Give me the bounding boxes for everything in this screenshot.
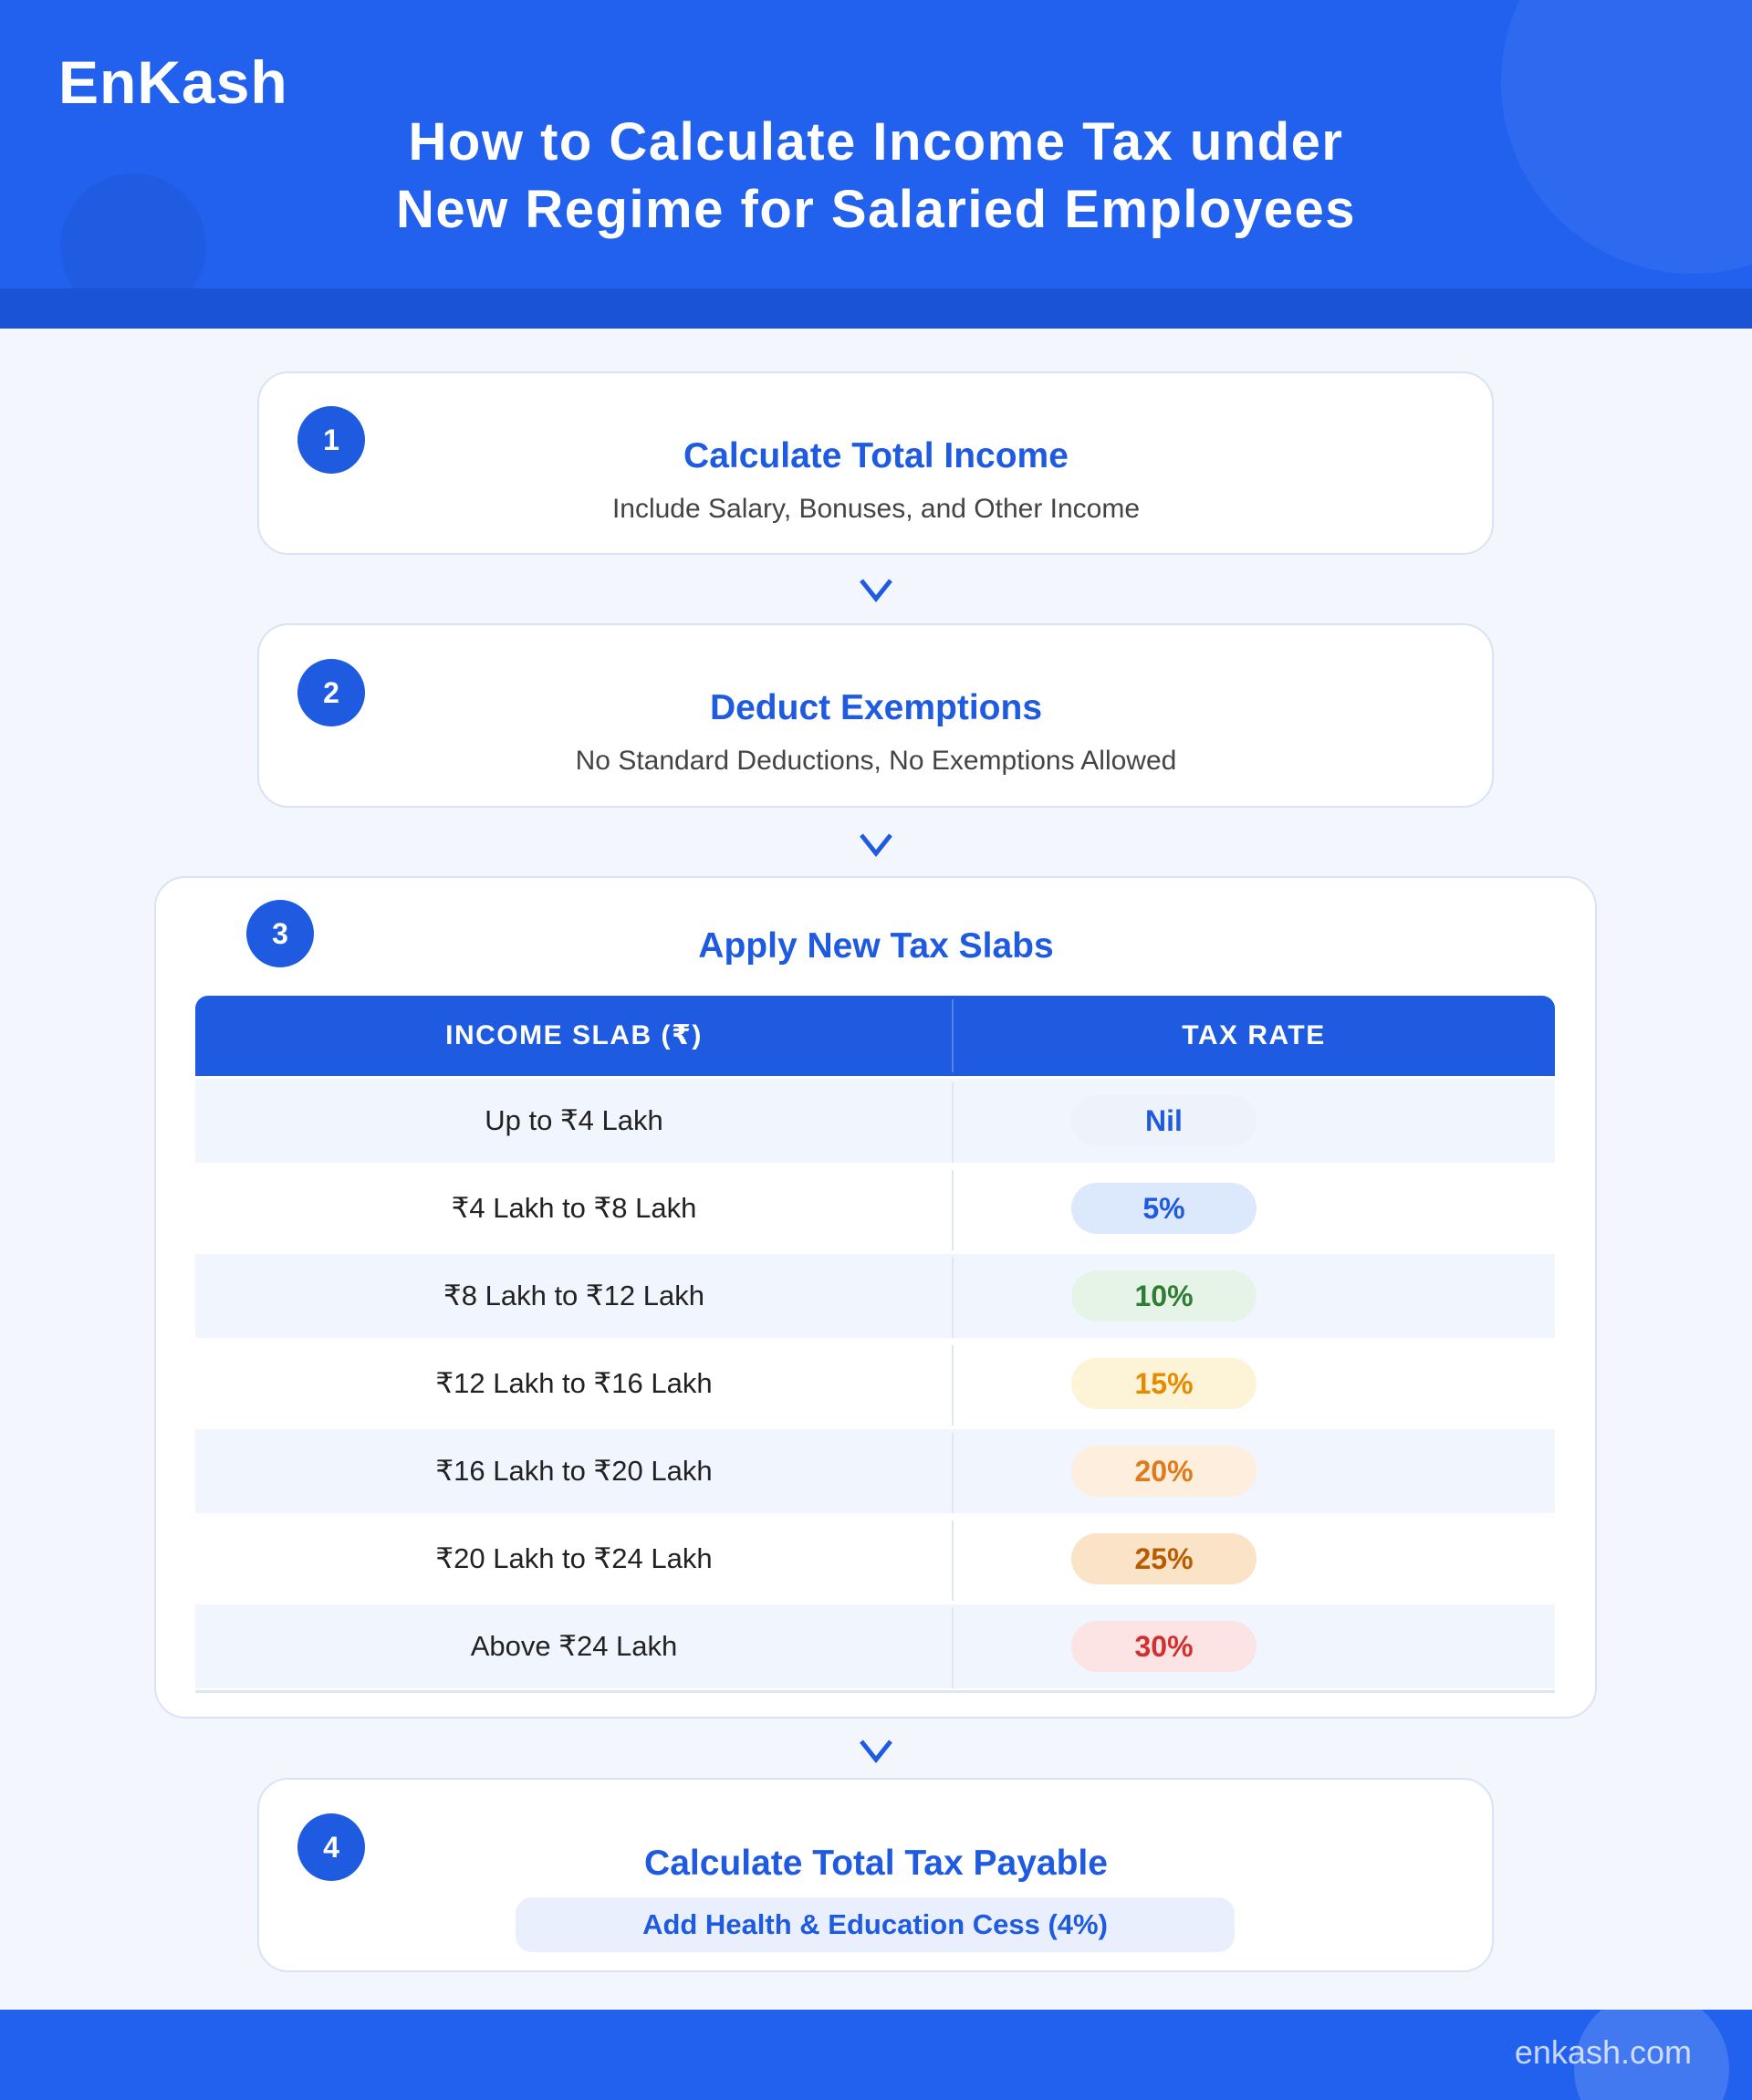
divider xyxy=(952,1082,954,1163)
income-slab: Above ₹24 Lakh xyxy=(470,1630,678,1662)
logo: EnKash xyxy=(58,48,288,116)
table-row: ₹4 Lakh to ₹8 Lakh xyxy=(195,1166,1555,1250)
step-description: Include Salary, Bonuses, and Other Incom… xyxy=(611,494,1141,524)
website: enkash.com xyxy=(1514,2033,1692,2071)
tax-rate: 5% xyxy=(1071,1183,1257,1234)
table-row: ₹12 Lakh to ₹16 Lakh xyxy=(195,1342,1555,1426)
divider xyxy=(952,1433,954,1513)
income-slab: Up to ₹4 Lakh xyxy=(485,1104,663,1136)
step-badge: 2 xyxy=(297,659,365,726)
step-card xyxy=(257,623,1494,808)
step-badge: 4 xyxy=(297,1813,365,1881)
income-slab: ₹16 Lakh to ₹20 Lakh xyxy=(435,1455,713,1487)
header xyxy=(0,0,1752,288)
step-title: Apply New Tax Slabs xyxy=(698,926,1054,966)
arrow xyxy=(860,579,892,603)
table-row: ₹16 Lakh to ₹20 Lakh xyxy=(195,1429,1555,1513)
header-strip xyxy=(0,288,1752,329)
tax-rate: 10% xyxy=(1071,1270,1257,1322)
income-slab: ₹4 Lakh to ₹8 Lakh xyxy=(451,1192,697,1224)
table-bottom-line xyxy=(195,1690,1555,1693)
step-description: Add Health & Education Cess (4%) xyxy=(516,1897,1235,1952)
divider xyxy=(952,1608,954,1688)
tax-rate: 15% xyxy=(1071,1358,1257,1409)
step-title: Deduct Exemptions xyxy=(709,688,1043,727)
divider xyxy=(952,1258,954,1338)
step-badge: 3 xyxy=(246,900,314,967)
column-header: INCOME SLAB (₹) xyxy=(445,1020,703,1050)
table-row: Up to ₹4 Lakh xyxy=(195,1079,1555,1163)
table-row: ₹8 Lakh to ₹12 Lakh xyxy=(195,1254,1555,1338)
step-title: Calculate Total Tax Payable xyxy=(644,1844,1108,1883)
income-slab: ₹8 Lakh to ₹12 Lakh xyxy=(443,1280,704,1311)
step-card xyxy=(257,371,1494,555)
divider xyxy=(952,1345,954,1426)
tax-rate: 25% xyxy=(1071,1533,1257,1584)
arrow xyxy=(860,833,892,858)
tax-rate: Nil xyxy=(1071,1095,1257,1146)
footer xyxy=(0,2010,1752,2100)
step-description: No Standard Deductions, No Exemptions Al… xyxy=(575,746,1177,776)
income-slab: ₹20 Lakh to ₹24 Lakh xyxy=(435,1542,713,1574)
table-header: INCOME SLAB (₹) TAX RATE xyxy=(195,996,1555,1076)
divider xyxy=(952,999,954,1072)
title: How to Calculate Income Tax under xyxy=(408,112,1344,172)
decor-circle xyxy=(60,173,206,288)
step-title: Calculate Total Income xyxy=(683,436,1069,475)
column-header: TAX RATE xyxy=(1182,1020,1326,1050)
income-slab: ₹12 Lakh to ₹16 Lakh xyxy=(435,1367,713,1399)
tax-rate: 20% xyxy=(1071,1446,1257,1497)
decor-circle xyxy=(1574,2010,1729,2100)
title: New Regime for Salaried Employees xyxy=(396,180,1356,239)
table-row: Above ₹24 Lakh xyxy=(195,1604,1555,1688)
table-row: ₹20 Lakh to ₹24 Lakh xyxy=(195,1517,1555,1601)
step-badge: 1 xyxy=(297,406,365,474)
tax-rate: 30% xyxy=(1071,1621,1257,1672)
divider xyxy=(952,1520,954,1601)
arrow xyxy=(860,1740,892,1764)
divider xyxy=(952,1170,954,1250)
